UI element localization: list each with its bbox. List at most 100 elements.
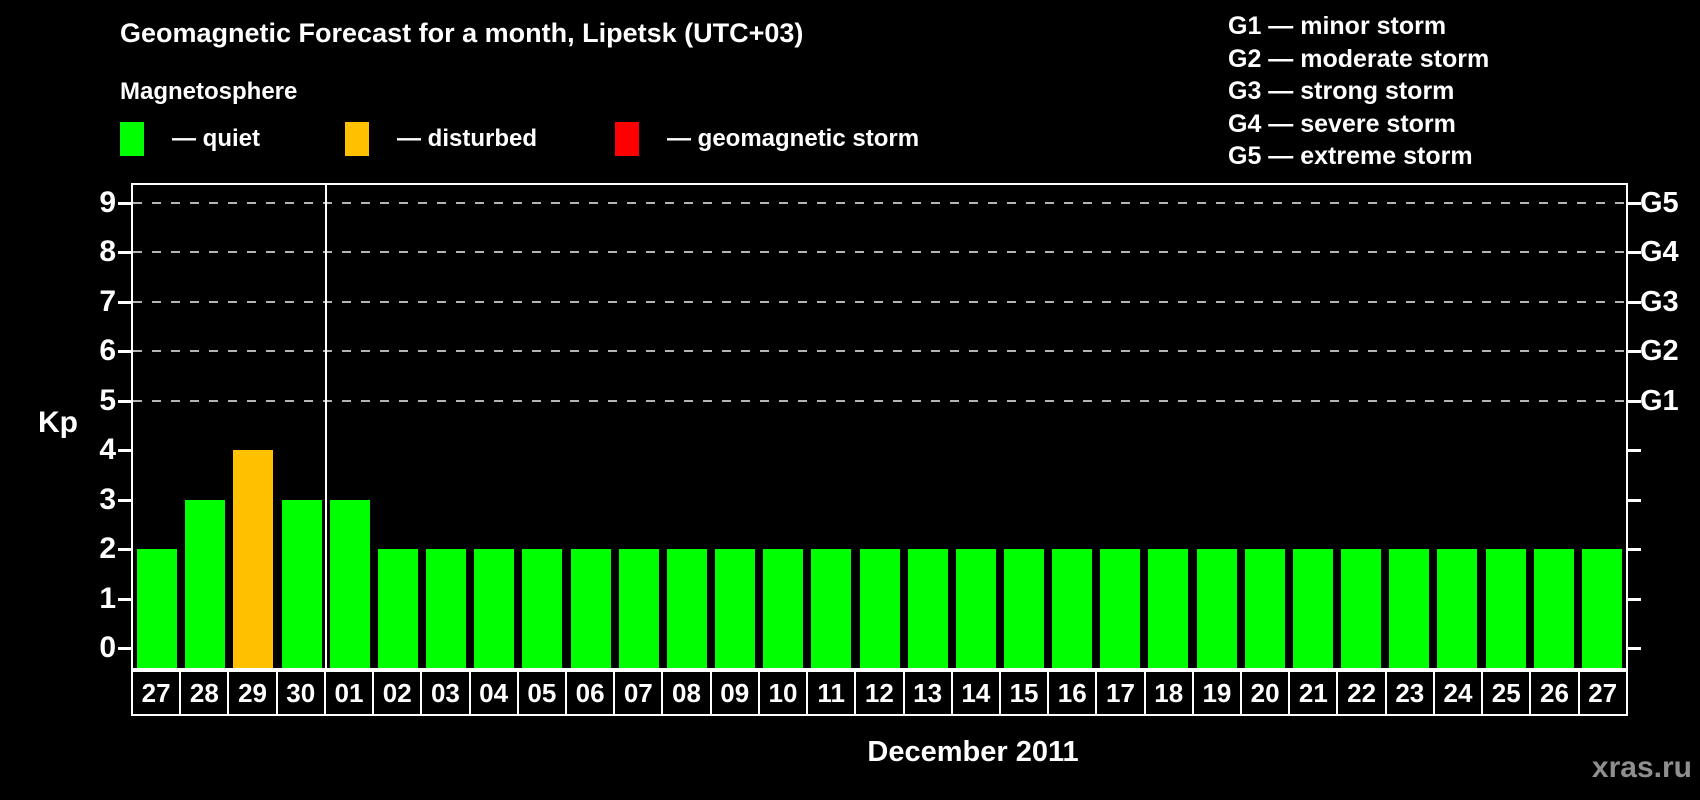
g-axis-label-g2: G2 — [1640, 335, 1679, 368]
day-label-04: 04 — [468, 670, 519, 716]
legend-label-quiet: — quiet — [172, 125, 260, 152]
y-tick-label: 7 — [99, 284, 116, 318]
kp-bar-day-05 — [522, 549, 562, 668]
day-label-08: 08 — [661, 670, 712, 716]
kp-bar-day-03 — [426, 549, 466, 668]
y-tick-right — [1628, 350, 1641, 354]
kp-bar-day-04 — [474, 549, 514, 668]
kp-bar-day-07 — [619, 549, 659, 668]
y-tick-label: 2 — [99, 532, 116, 566]
kp-bar-day-30 — [282, 500, 322, 668]
day-label-12: 12 — [854, 670, 905, 716]
y-tick-left — [118, 597, 131, 601]
kp-bar-day-16 — [1052, 549, 1092, 668]
y-tick-label: 5 — [99, 383, 116, 417]
kp-bar-day-26 — [1534, 549, 1574, 668]
kp-bar-day-29 — [233, 450, 273, 668]
day-label-25: 25 — [1481, 670, 1532, 716]
kp-bar-day-24 — [1437, 549, 1477, 668]
y-tick-right — [1628, 647, 1641, 650]
kp-bar-day-21 — [1293, 549, 1333, 668]
storm-legend-line-2: G2 — moderate storm — [1228, 44, 1490, 73]
y-tick-label: 4 — [99, 433, 116, 467]
day-label-29: 29 — [227, 670, 278, 716]
y-tick-left — [118, 449, 131, 453]
kp-bar-day-27 — [137, 549, 177, 668]
y-tick-label: 9 — [99, 186, 116, 219]
day-label-06: 06 — [564, 670, 616, 716]
y-axis-label: Kp — [38, 406, 78, 439]
y-tick-label: 0 — [99, 631, 116, 664]
day-label-09: 09 — [709, 670, 760, 716]
kp-bar-day-18 — [1148, 549, 1188, 668]
quiet-color-swatch — [120, 122, 144, 156]
day-label-05: 05 — [516, 670, 567, 716]
storm-legend-line-5: G5 — extreme storm — [1228, 142, 1473, 170]
legend-label-storm: — geomagnetic storm — [667, 125, 920, 152]
day-label-03: 03 — [420, 670, 471, 716]
day-label-17: 17 — [1095, 670, 1146, 716]
day-label-18: 18 — [1143, 670, 1194, 716]
y-tick-right — [1628, 202, 1641, 205]
kp-bar-day-10 — [763, 549, 803, 668]
day-label-23: 23 — [1384, 670, 1435, 716]
kp-bar-day-22 — [1341, 549, 1381, 668]
gridline-kp7 — [133, 300, 1626, 303]
day-label-21: 21 — [1288, 670, 1339, 716]
day-label-27: 27 — [1577, 670, 1628, 716]
kp-bar-day-11 — [811, 549, 851, 668]
kp-bar-day-20 — [1245, 549, 1285, 668]
g-axis-label-g4: G4 — [1640, 236, 1679, 269]
legend-item-storm: — geomagnetic storm — [615, 122, 919, 156]
storm-legend-line-1: G1 — minor storm — [1228, 12, 1447, 40]
watermark: xras.ru — [1591, 751, 1692, 784]
g-axis-label-g5: G5 — [1640, 187, 1679, 219]
magnetosphere-label: Magnetosphere — [120, 78, 298, 105]
kp-bar-day-14 — [956, 549, 996, 668]
y-tick-left — [118, 498, 131, 502]
kp-bar-day-01 — [330, 500, 370, 668]
y-tick-left — [118, 300, 131, 304]
y-tick-left — [118, 399, 131, 403]
g-axis-label-g3: G3 — [1640, 285, 1679, 318]
legend-item-quiet: — quiet — [120, 122, 260, 156]
day-label-02: 02 — [372, 670, 423, 716]
kp-bar-day-23 — [1389, 549, 1429, 668]
day-label-07: 07 — [613, 670, 664, 716]
day-label-26: 26 — [1529, 670, 1580, 716]
storm-legend-line-3: G3 — strong storm — [1228, 77, 1455, 105]
y-tick-right — [1628, 300, 1641, 304]
day-label-01: 01 — [323, 670, 375, 716]
day-label-19: 19 — [1191, 670, 1243, 716]
day-label-24: 24 — [1432, 670, 1484, 716]
month-separator-line — [325, 185, 327, 668]
kp-bar-day-28 — [185, 500, 225, 668]
y-tick-left — [118, 647, 131, 650]
kp-bar-day-02 — [378, 549, 418, 668]
y-tick-right — [1628, 548, 1641, 552]
storm-scale-legend: G1 — minor storm G2 — moderate storm G3 — … — [1228, 10, 1489, 173]
plot-area — [118, 183, 1641, 670]
legend-label-disturbed: — disturbed — [397, 125, 538, 152]
kp-bar-day-13 — [908, 549, 948, 668]
day-label-16: 16 — [1047, 670, 1098, 716]
day-label-20: 20 — [1240, 670, 1291, 716]
kp-bar-day-09 — [715, 549, 755, 668]
gridline-kp8 — [133, 251, 1626, 254]
x-axis-day-labels: 27 28 29 30 01 02 03 04 05 06 07 08 09 10 11 12 13 14 15 16… — [131, 670, 1628, 716]
y-tick-label: 8 — [99, 235, 116, 269]
legend-item-disturbed: — disturbed — [345, 122, 537, 156]
day-label-28: 28 — [179, 670, 230, 716]
y-tick-right — [1628, 399, 1641, 403]
y-tick-left — [118, 251, 131, 255]
y-tick-right — [1628, 251, 1641, 255]
day-label-27: 27 — [131, 670, 182, 716]
kp-bar-day-06 — [571, 549, 611, 668]
gridline-kp6 — [133, 350, 1626, 353]
kp-bar-day-17 — [1100, 549, 1140, 668]
y-tick-label: 3 — [99, 482, 116, 516]
day-label-14: 14 — [950, 670, 1001, 716]
kp-bar-day-27 — [1582, 549, 1622, 668]
y-tick-label: 1 — [99, 581, 116, 615]
day-label-10: 10 — [757, 670, 809, 716]
